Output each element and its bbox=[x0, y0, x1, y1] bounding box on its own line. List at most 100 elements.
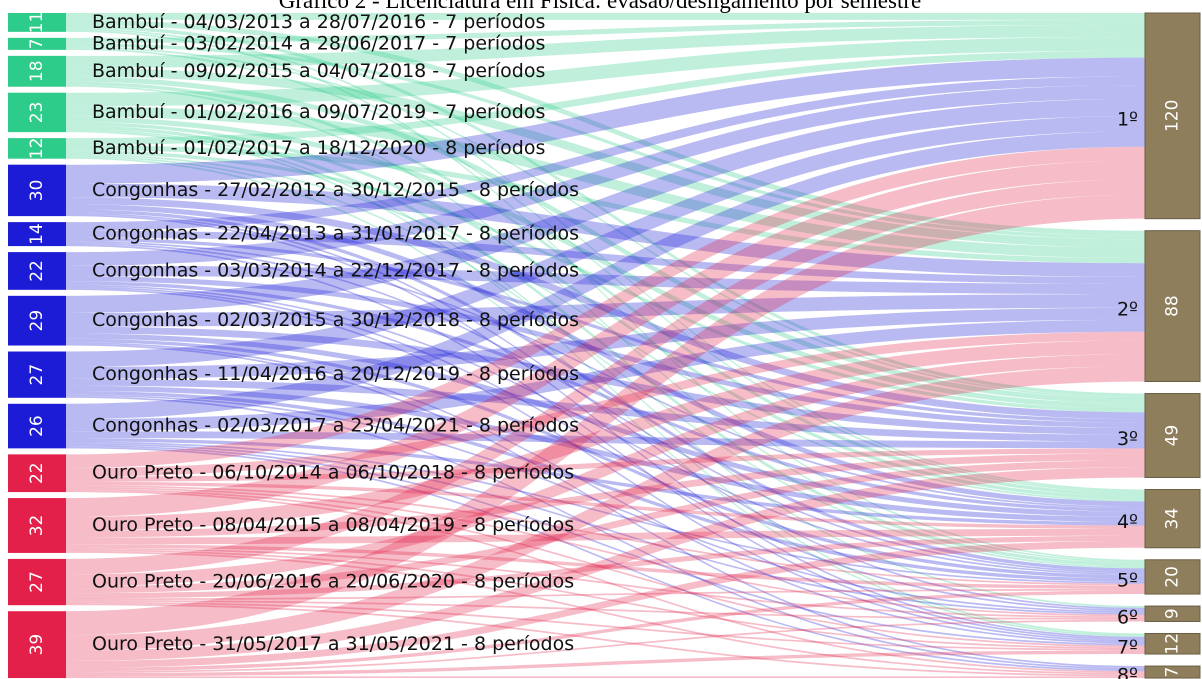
flow bbox=[66, 125, 1145, 567]
target-label: 3º bbox=[1117, 428, 1138, 450]
flow bbox=[66, 50, 1145, 145]
flow bbox=[66, 76, 1145, 231]
target-node bbox=[1144, 393, 1201, 478]
flow bbox=[66, 307, 1145, 379]
flow bbox=[66, 237, 1145, 423]
flow bbox=[66, 160, 1145, 517]
flow bbox=[66, 453, 1145, 538]
source-node bbox=[8, 252, 66, 290]
source-node bbox=[8, 222, 66, 247]
flow bbox=[66, 486, 1145, 617]
flow bbox=[66, 240, 1145, 509]
flow bbox=[66, 333, 1145, 517]
flow bbox=[66, 42, 1145, 240]
flow bbox=[66, 242, 1145, 574]
flow bbox=[66, 549, 1145, 649]
flow bbox=[66, 444, 1145, 646]
flow bbox=[66, 443, 1145, 615]
flow bbox=[66, 183, 1145, 277]
flow bbox=[66, 121, 1145, 500]
source-value: 7 bbox=[27, 38, 47, 49]
source-value: 26 bbox=[27, 415, 47, 437]
flow bbox=[66, 528, 1145, 545]
target-label: 7º bbox=[1117, 636, 1138, 658]
flow bbox=[66, 76, 1145, 404]
target-node bbox=[1144, 12, 1201, 220]
flow bbox=[66, 57, 1145, 184]
flow bbox=[66, 319, 1145, 432]
flow bbox=[66, 441, 1145, 584]
flow bbox=[66, 378, 1145, 442]
flow bbox=[66, 244, 1145, 641]
flow bbox=[66, 13, 1145, 20]
flow bbox=[66, 36, 1145, 107]
flow bbox=[66, 153, 1145, 502]
source-label: Bambuí - 09/02/2015 a 04/07/2018 - 7 per… bbox=[92, 60, 545, 82]
flow bbox=[66, 535, 1145, 599]
source-value: 23 bbox=[27, 102, 47, 124]
flow bbox=[66, 98, 1145, 313]
source-label: Congonhas - 22/04/2013 a 31/01/2017 - 8 … bbox=[92, 223, 579, 245]
flow bbox=[66, 619, 1145, 673]
flow bbox=[66, 481, 1145, 529]
flow bbox=[66, 150, 1145, 413]
source-label: Bambuí - 01/02/2017 a 18/12/2020 - 8 per… bbox=[92, 137, 545, 159]
flow bbox=[66, 179, 1145, 575]
flow bbox=[66, 265, 1145, 295]
flow bbox=[66, 81, 1145, 497]
flow bbox=[66, 342, 1145, 644]
flow bbox=[66, 490, 1145, 673]
source-node bbox=[8, 92, 66, 133]
flow bbox=[66, 588, 1145, 601]
flow bbox=[66, 394, 1145, 613]
target-value: 49 bbox=[1163, 425, 1183, 447]
flow bbox=[66, 446, 1145, 672]
source-value: 18 bbox=[27, 60, 47, 82]
source-node bbox=[8, 164, 66, 217]
target-label: 4º bbox=[1117, 511, 1138, 533]
flow bbox=[66, 30, 1145, 562]
source-node bbox=[8, 351, 66, 398]
flow bbox=[66, 67, 1145, 248]
flow bbox=[66, 276, 1145, 428]
source-label: Ouro Preto - 20/06/2016 a 20/06/2020 - 8… bbox=[92, 571, 574, 593]
source-value: 22 bbox=[27, 260, 47, 282]
source-node bbox=[8, 558, 66, 606]
flow bbox=[66, 366, 1145, 651]
flow bbox=[66, 156, 1145, 637]
flow bbox=[66, 204, 1145, 507]
flow bbox=[66, 286, 1145, 612]
flow bbox=[66, 115, 1145, 367]
flow bbox=[66, 48, 1145, 493]
source-label: Congonhas - 02/03/2015 a 30/12/2018 - 8 … bbox=[92, 309, 579, 331]
flow bbox=[66, 590, 1145, 672]
flow bbox=[66, 326, 1145, 435]
flow bbox=[66, 146, 1145, 469]
flow bbox=[66, 448, 1145, 482]
source-label: Congonhas - 27/02/2012 a 30/12/2015 - 8 … bbox=[92, 179, 579, 201]
flow bbox=[66, 24, 1145, 397]
flow bbox=[66, 288, 1145, 643]
flow bbox=[66, 197, 1145, 420]
source-node bbox=[8, 295, 66, 346]
target-value: 12 bbox=[1163, 633, 1183, 655]
target-label: 5º bbox=[1117, 569, 1138, 591]
flow bbox=[66, 551, 1145, 675]
flow bbox=[66, 294, 1145, 327]
flow bbox=[66, 544, 1145, 589]
flow bbox=[66, 128, 1145, 608]
source-value: 22 bbox=[27, 462, 47, 484]
source-node bbox=[8, 454, 66, 493]
flow bbox=[66, 390, 1145, 583]
target-value: 88 bbox=[1163, 295, 1183, 317]
target-node bbox=[1144, 665, 1201, 679]
flow bbox=[66, 284, 1145, 576]
flow bbox=[66, 230, 1145, 284]
source-value: 11 bbox=[27, 12, 47, 34]
chart-title: Gráfico 2 - Licenciatura em Física: evas… bbox=[279, 0, 921, 13]
flow bbox=[66, 540, 1145, 668]
target-node bbox=[1144, 605, 1201, 622]
source-value: 27 bbox=[27, 364, 47, 386]
source-node bbox=[8, 611, 66, 679]
